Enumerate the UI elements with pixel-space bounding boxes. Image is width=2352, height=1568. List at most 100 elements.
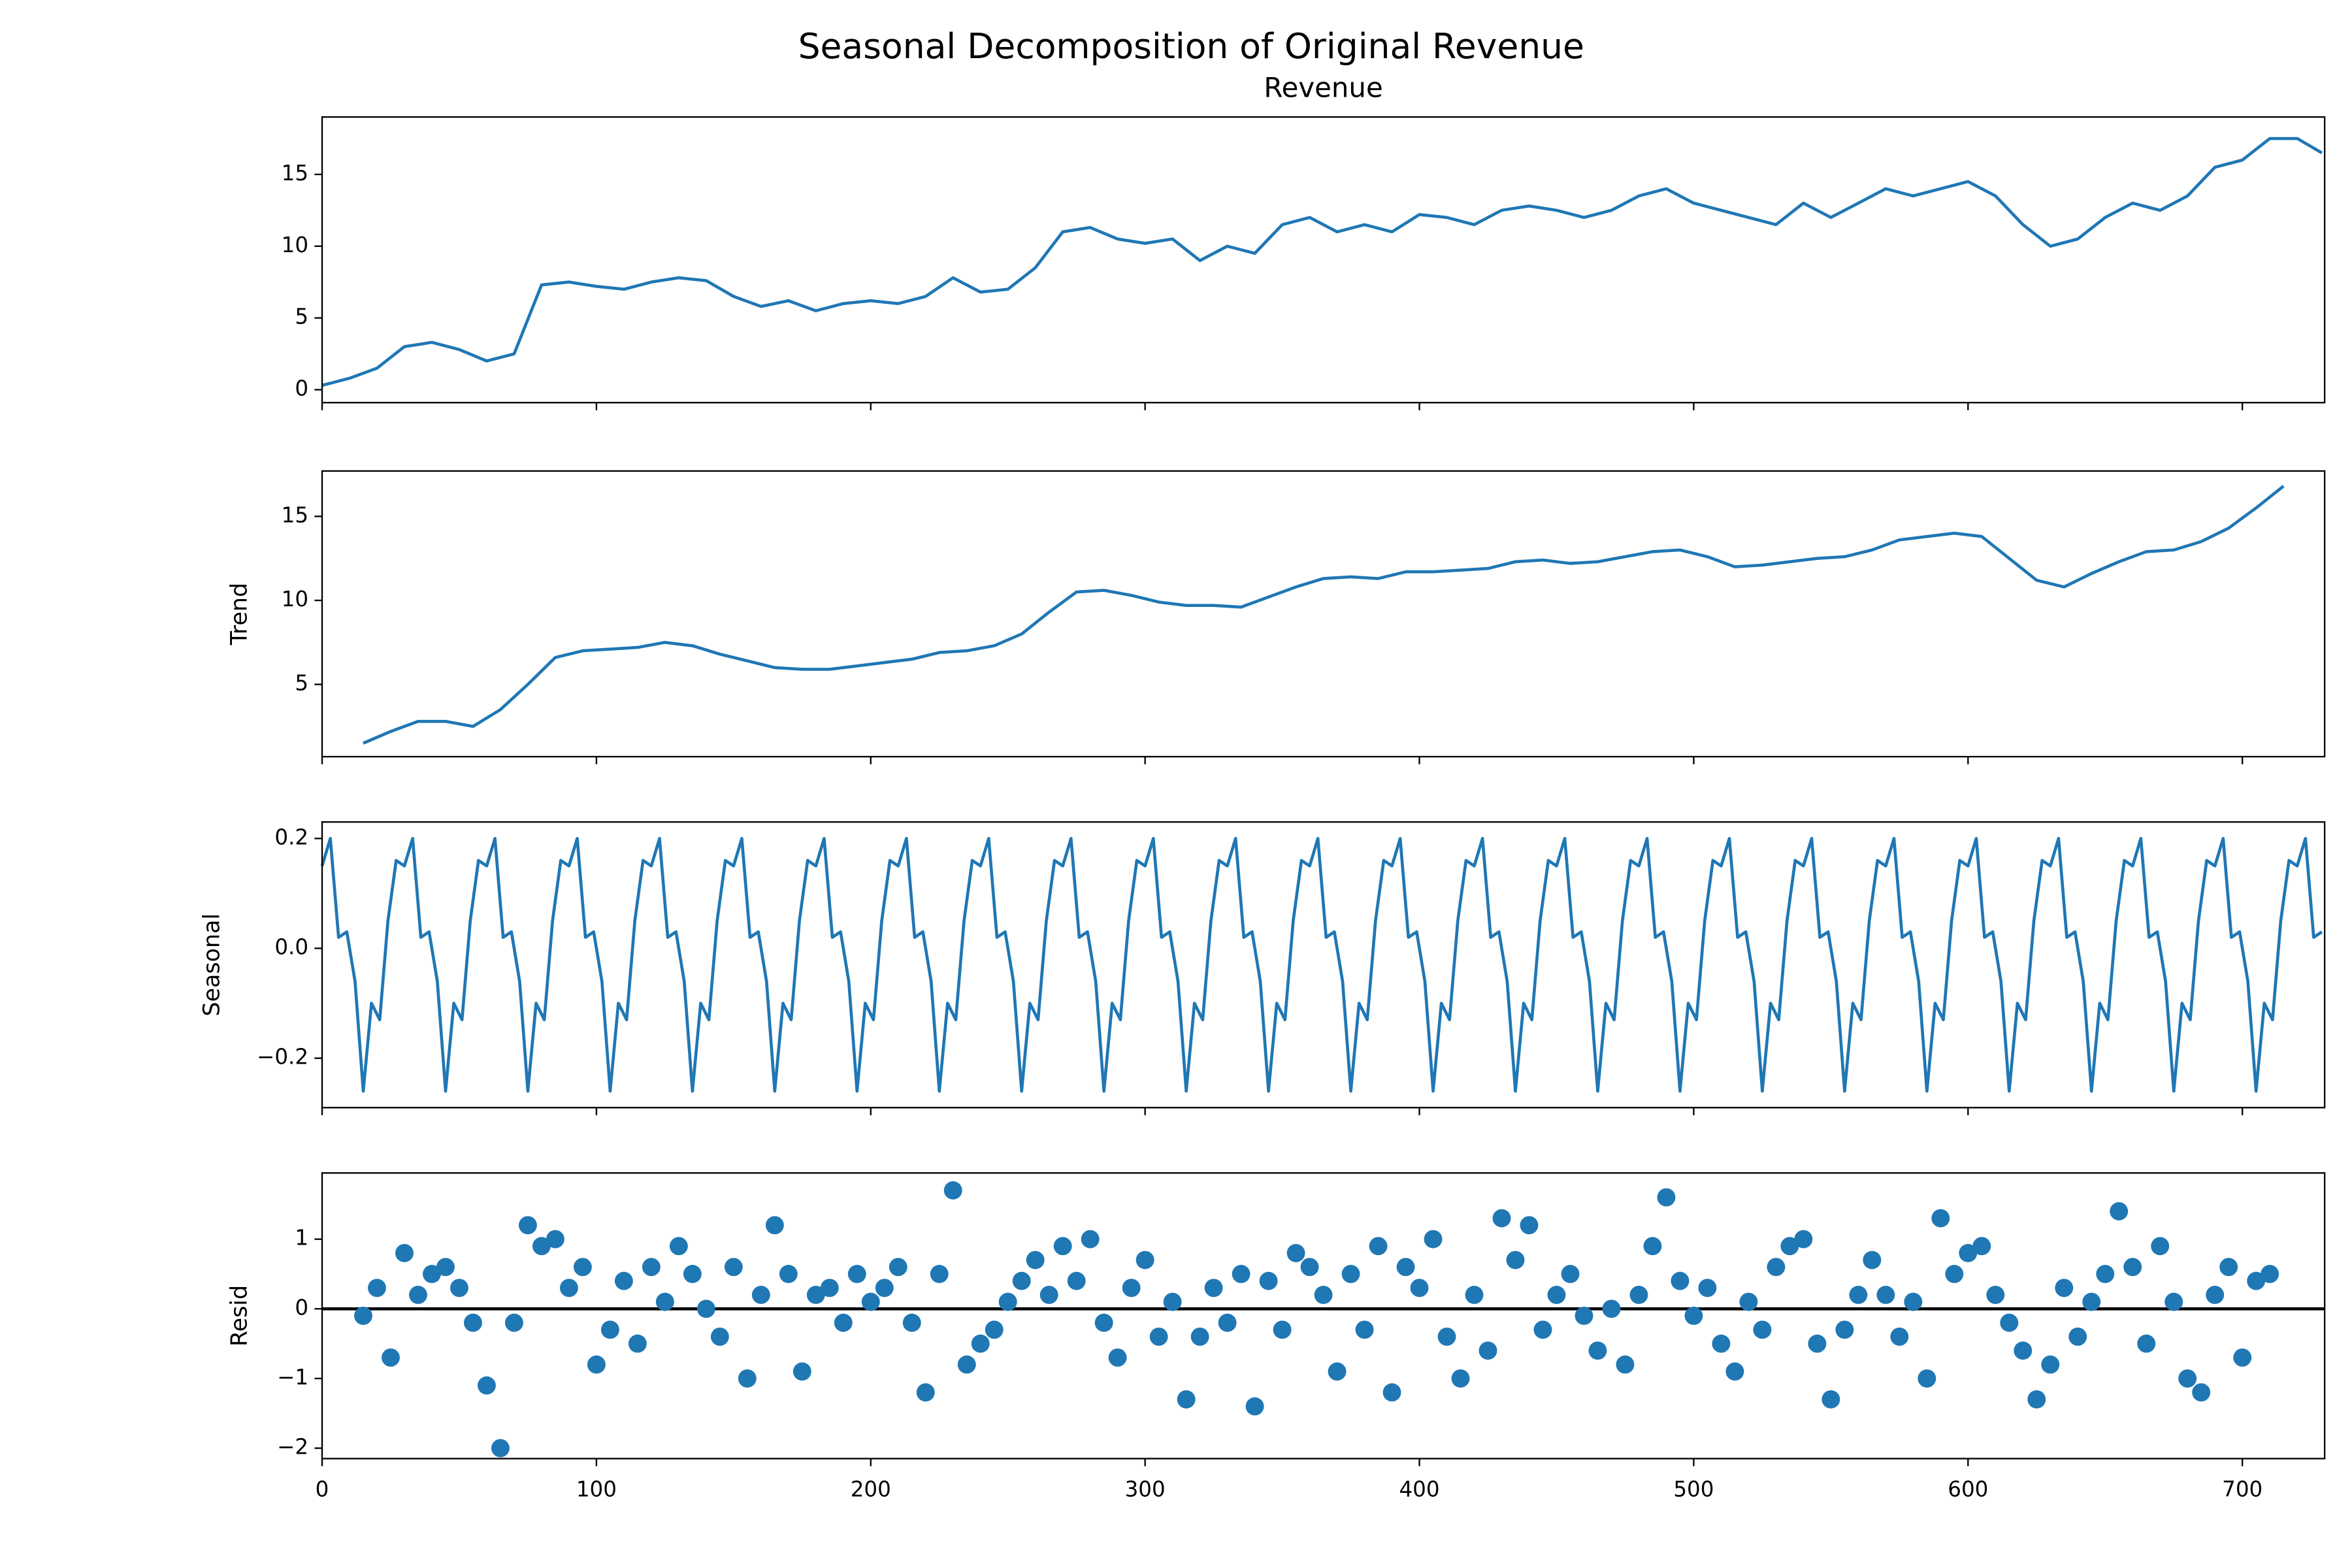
point bbox=[765, 1216, 784, 1235]
point bbox=[423, 1265, 441, 1283]
point bbox=[806, 1286, 825, 1304]
point bbox=[2247, 1271, 2266, 1290]
point bbox=[614, 1271, 633, 1290]
point bbox=[2123, 1258, 2142, 1277]
point bbox=[546, 1230, 564, 1249]
point bbox=[587, 1355, 606, 1374]
point bbox=[2055, 1279, 2074, 1298]
point bbox=[642, 1258, 661, 1277]
point bbox=[1122, 1279, 1141, 1298]
point bbox=[382, 1348, 400, 1367]
point bbox=[491, 1439, 510, 1458]
point bbox=[779, 1265, 798, 1283]
point bbox=[1478, 1341, 1497, 1360]
point bbox=[2082, 1292, 2101, 1311]
point bbox=[751, 1286, 770, 1304]
point bbox=[1012, 1271, 1031, 1290]
point bbox=[1918, 1369, 1936, 1388]
point bbox=[1808, 1334, 1827, 1353]
panel-title: Revenue bbox=[1264, 72, 1382, 104]
x-tick-label: 600 bbox=[1948, 1477, 1988, 1501]
y-tick-label: −2 bbox=[277, 1435, 308, 1460]
y-tick-label: 10 bbox=[282, 587, 308, 612]
series-line bbox=[363, 485, 2285, 745]
point bbox=[1163, 1292, 1182, 1311]
point bbox=[1904, 1292, 1923, 1311]
point bbox=[1616, 1355, 1635, 1374]
point bbox=[1259, 1271, 1278, 1290]
point bbox=[847, 1265, 866, 1283]
point bbox=[1382, 1383, 1401, 1402]
point bbox=[2178, 1369, 2197, 1388]
point bbox=[464, 1313, 482, 1332]
plot-frame bbox=[321, 470, 2326, 758]
x-tick-label: 100 bbox=[576, 1477, 617, 1501]
point bbox=[1437, 1327, 1456, 1346]
point bbox=[1945, 1265, 1964, 1283]
point bbox=[1204, 1279, 1223, 1298]
point bbox=[573, 1258, 592, 1277]
point bbox=[971, 1334, 990, 1353]
point bbox=[1328, 1362, 1347, 1381]
point bbox=[2164, 1292, 2183, 1311]
point bbox=[998, 1292, 1017, 1311]
point bbox=[395, 1244, 414, 1262]
y-tick-label: 0.0 bbox=[274, 935, 308, 960]
y-tick-label: 15 bbox=[282, 161, 308, 186]
point bbox=[2014, 1341, 2033, 1360]
point bbox=[1341, 1265, 1360, 1283]
point bbox=[1972, 1237, 1991, 1256]
point bbox=[2192, 1383, 2211, 1402]
point bbox=[1849, 1286, 1868, 1304]
point bbox=[1314, 1286, 1333, 1304]
point bbox=[985, 1320, 1004, 1339]
point bbox=[2096, 1265, 2115, 1283]
point bbox=[1876, 1286, 1895, 1304]
point bbox=[1821, 1390, 1840, 1409]
point bbox=[1300, 1258, 1319, 1277]
point bbox=[683, 1265, 702, 1283]
point bbox=[2068, 1327, 2087, 1346]
point bbox=[2000, 1313, 2019, 1332]
point bbox=[916, 1383, 935, 1402]
point bbox=[354, 1307, 372, 1325]
point bbox=[1245, 1397, 1264, 1416]
point bbox=[1671, 1271, 1690, 1290]
y-axis-label: Trend bbox=[226, 583, 252, 645]
figure-title: Seasonal Decomposition of Original Reven… bbox=[798, 25, 1584, 67]
point bbox=[1547, 1286, 1566, 1304]
x-tick-label: 700 bbox=[2222, 1477, 2262, 1501]
point bbox=[1657, 1188, 1676, 1207]
point bbox=[1273, 1320, 1292, 1339]
y-tick-label: −0.2 bbox=[257, 1045, 308, 1070]
series-line bbox=[321, 137, 2323, 387]
point bbox=[1218, 1313, 1237, 1332]
point bbox=[368, 1279, 386, 1298]
point bbox=[1424, 1230, 1443, 1249]
point bbox=[902, 1313, 921, 1332]
point bbox=[2219, 1258, 2238, 1277]
point bbox=[477, 1376, 496, 1395]
y-tick-label: 0 bbox=[295, 1295, 308, 1320]
point bbox=[1286, 1244, 1305, 1262]
series-line bbox=[320, 837, 2323, 1093]
point bbox=[1602, 1299, 1621, 1318]
point bbox=[1520, 1216, 1539, 1235]
point bbox=[2261, 1265, 2279, 1283]
point bbox=[600, 1320, 619, 1339]
x-tick-label: 400 bbox=[1399, 1477, 1439, 1501]
point bbox=[1698, 1279, 1717, 1298]
point bbox=[820, 1279, 839, 1298]
point bbox=[1081, 1230, 1100, 1249]
point bbox=[2137, 1334, 2156, 1353]
point bbox=[1094, 1313, 1113, 1332]
point bbox=[559, 1279, 578, 1298]
point bbox=[1492, 1209, 1511, 1228]
point bbox=[1575, 1307, 1593, 1325]
y-tick-label: 0.2 bbox=[274, 825, 308, 849]
point bbox=[1355, 1320, 1374, 1339]
point bbox=[1753, 1320, 1772, 1339]
point bbox=[738, 1369, 757, 1388]
point bbox=[655, 1292, 674, 1311]
